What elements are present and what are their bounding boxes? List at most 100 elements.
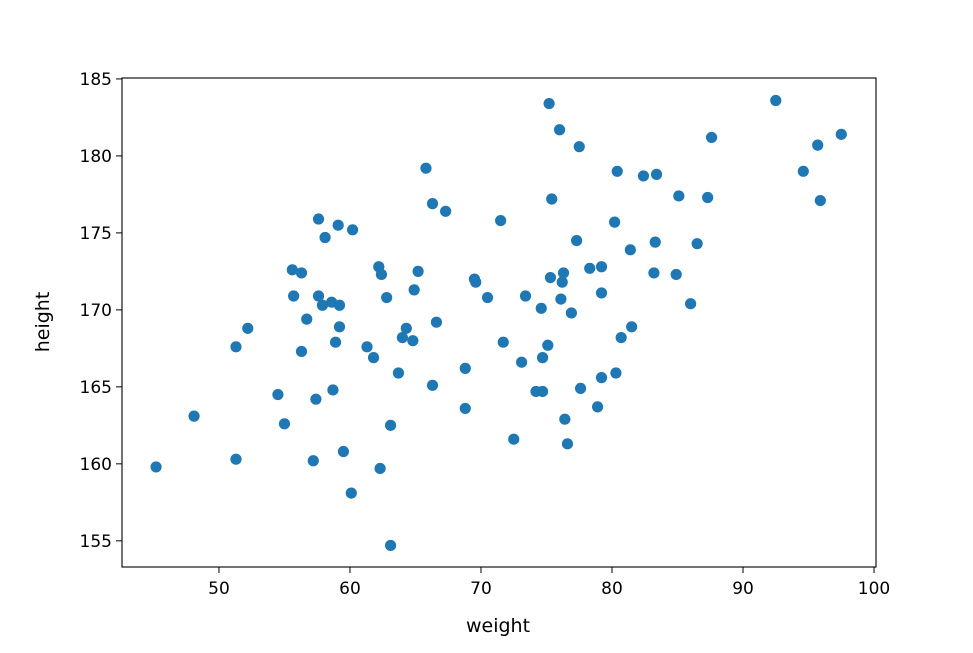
data-point <box>295 345 308 358</box>
data-point <box>495 214 507 227</box>
data-point <box>286 264 298 276</box>
y-tick-label: 160 <box>80 455 112 475</box>
data-point <box>519 290 532 302</box>
y-tick-label: 180 <box>80 147 112 167</box>
data-point <box>565 307 577 319</box>
data-point <box>408 284 420 296</box>
data-point <box>555 293 567 305</box>
data-point <box>301 313 313 325</box>
data-point <box>295 267 308 279</box>
data-point <box>559 413 571 425</box>
data-point <box>691 238 703 250</box>
data-point <box>407 335 419 347</box>
data-point <box>685 298 697 310</box>
data-point <box>814 194 826 207</box>
x-tick-label: 90 <box>732 579 754 599</box>
data-point <box>650 168 663 180</box>
data-point <box>459 362 471 374</box>
data-point <box>316 299 329 311</box>
data-point <box>571 234 583 247</box>
data-point <box>426 379 439 391</box>
data-point <box>615 331 627 344</box>
data-point <box>375 268 388 281</box>
data-point <box>288 290 300 302</box>
data-point <box>673 190 685 202</box>
x-tick-label: 50 <box>208 579 230 599</box>
data-point <box>459 402 471 415</box>
data-point <box>278 418 291 430</box>
x-tick-label: 70 <box>470 579 492 599</box>
data-point <box>481 291 494 304</box>
data-point <box>670 268 682 281</box>
data-point <box>649 236 661 248</box>
data-point <box>327 384 339 396</box>
y-tick-label: 155 <box>80 532 112 552</box>
data-point <box>609 216 621 228</box>
data-point <box>329 336 342 348</box>
data-point <box>310 393 322 405</box>
data-point <box>574 382 587 394</box>
data-point <box>367 352 380 364</box>
data-point <box>312 290 325 302</box>
plot-frame <box>121 77 877 568</box>
data-point <box>542 339 554 351</box>
data-point <box>536 385 549 398</box>
data-point <box>497 336 509 348</box>
data-point <box>188 410 200 422</box>
data-point <box>797 165 809 177</box>
data-point <box>361 341 373 353</box>
data-point <box>610 367 622 379</box>
data-point <box>384 419 397 431</box>
data-point <box>544 271 557 284</box>
data-point <box>543 97 555 110</box>
data-point <box>626 321 638 333</box>
data-point <box>307 455 319 467</box>
data-point <box>556 276 568 288</box>
data-point <box>381 291 393 304</box>
data-point <box>470 276 482 288</box>
data-point <box>333 299 346 311</box>
data-point <box>535 302 547 314</box>
data-point <box>702 191 714 204</box>
data-point <box>430 316 443 328</box>
data-point <box>595 287 608 299</box>
data-point <box>345 487 357 499</box>
data-point <box>561 438 574 450</box>
data-point <box>332 219 344 231</box>
y-axis: 155 160 165 170 175 180 185 <box>80 70 122 552</box>
y-tick-label: 170 <box>80 301 112 321</box>
x-axis: 50 60 70 80 90 100 <box>208 567 890 599</box>
data-point <box>384 539 397 552</box>
data-point <box>637 170 650 182</box>
data-point <box>624 244 636 256</box>
data-point <box>396 331 408 344</box>
data-point <box>346 224 359 236</box>
y-tick-label: 175 <box>80 224 112 244</box>
data-point <box>516 356 528 368</box>
data-point <box>230 453 242 465</box>
points-layer <box>150 94 847 552</box>
y-tick-label: 185 <box>80 70 112 90</box>
data-point <box>546 193 558 205</box>
data-point <box>648 267 660 279</box>
data-point <box>412 265 424 277</box>
data-point <box>337 445 350 458</box>
data-point <box>584 262 596 274</box>
data-point <box>150 461 162 473</box>
data-point <box>536 352 549 364</box>
data-point <box>242 322 254 334</box>
data-point <box>591 401 604 413</box>
data-point <box>770 94 782 107</box>
data-point <box>812 139 824 151</box>
data-point <box>611 165 623 177</box>
data-point <box>272 388 284 401</box>
data-point <box>426 198 439 210</box>
data-point <box>420 162 432 174</box>
y-axis-label: height <box>32 292 54 353</box>
data-point <box>705 131 718 144</box>
data-point <box>557 267 570 279</box>
x-tick-label: 80 <box>601 579 623 599</box>
x-tick-label: 60 <box>339 579 361 599</box>
data-point <box>440 205 452 217</box>
